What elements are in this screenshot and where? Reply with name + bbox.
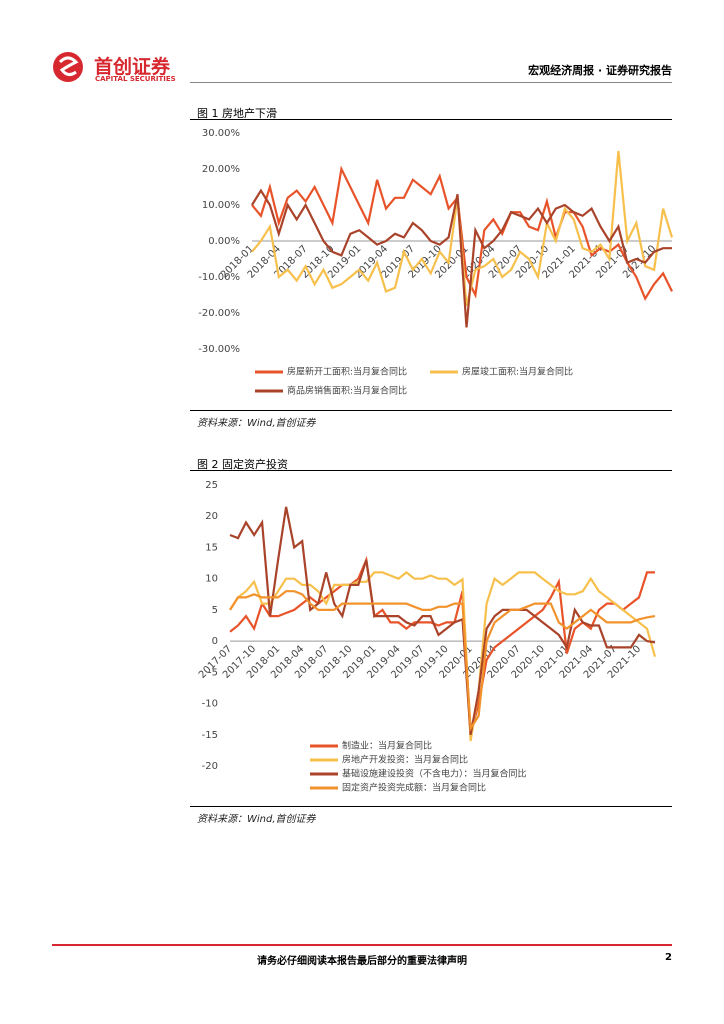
y-tick-label: 30.00% — [202, 128, 240, 139]
y-tick-label: -15 — [202, 730, 218, 741]
series-line — [229, 570, 657, 742]
y-tick-label: 10 — [205, 574, 218, 585]
legend-label: 固定资产投资完成额：当月复合同比 — [342, 782, 486, 794]
series-line — [251, 165, 673, 302]
y-tick-label: -5 — [208, 667, 218, 678]
legend-label: 基础设施建设投资（不含电力）：当月复合同比 — [342, 768, 527, 780]
y-tick-label: 5 — [212, 605, 218, 616]
figure-rule — [190, 410, 672, 411]
figure-rule — [190, 119, 672, 120]
chart: 2520151050-5-10-15-202017-072017-102018-… — [197, 480, 657, 794]
logo-icon — [53, 52, 83, 82]
legend-label: 房屋竣工面积:当月复合同比 — [462, 366, 573, 378]
source: 资料来源：Wind,首创证券 — [197, 418, 316, 429]
y-tick-label: -20.00% — [198, 308, 240, 319]
y-tick-label: 20.00% — [202, 164, 240, 175]
figure-rule — [190, 806, 672, 807]
report-type: 宏观经济周报 · 证券研究报告 — [528, 64, 672, 77]
legend-label: 制造业：当月复合同比 — [342, 740, 432, 752]
y-tick-label: -20 — [202, 761, 218, 772]
brand-en: CAPITAL SECURITIES — [95, 75, 176, 83]
source: 资料来源：Wind,首创证券 — [197, 814, 316, 825]
y-tick-label: 15 — [205, 542, 218, 553]
y-tick-label: -10 — [202, 699, 218, 710]
series-line — [229, 506, 656, 735]
footer-rule — [52, 944, 672, 946]
series-line — [229, 590, 656, 732]
disclaimer: 请务必仔细阅读本报告最后部分的重要法律声明 — [257, 956, 467, 967]
y-tick-label: -30.00% — [198, 344, 240, 355]
legend-label: 房地产开发投资：当月复合同比 — [342, 754, 468, 766]
y-tick-label: 0 — [212, 636, 218, 647]
legend-label: 商品房销售面积:当月复合同比 — [287, 385, 407, 397]
figure-title: 图 2 固定资产投资 — [197, 458, 288, 471]
figure-title: 图 1 房地产下滑 — [197, 107, 277, 120]
y-tick-label: 20 — [205, 511, 218, 522]
header-rule — [190, 82, 672, 83]
y-tick-label: 0.00% — [208, 236, 240, 247]
brand: 首创证券 — [94, 56, 171, 78]
y-tick-label: 10.00% — [202, 200, 240, 211]
chart: 30.00% 20.00% 10.00% 0.00% -10.00% -20.00% -30… — [198, 128, 674, 397]
series-line — [251, 188, 672, 328]
y-tick-label: 25 — [205, 480, 218, 491]
y-tick-label: -10.00% — [198, 272, 240, 283]
page-number: 2 — [665, 952, 672, 963]
figure-rule — [190, 470, 672, 471]
legend-label: 房屋新开工面积:当月复合同比 — [287, 366, 407, 378]
